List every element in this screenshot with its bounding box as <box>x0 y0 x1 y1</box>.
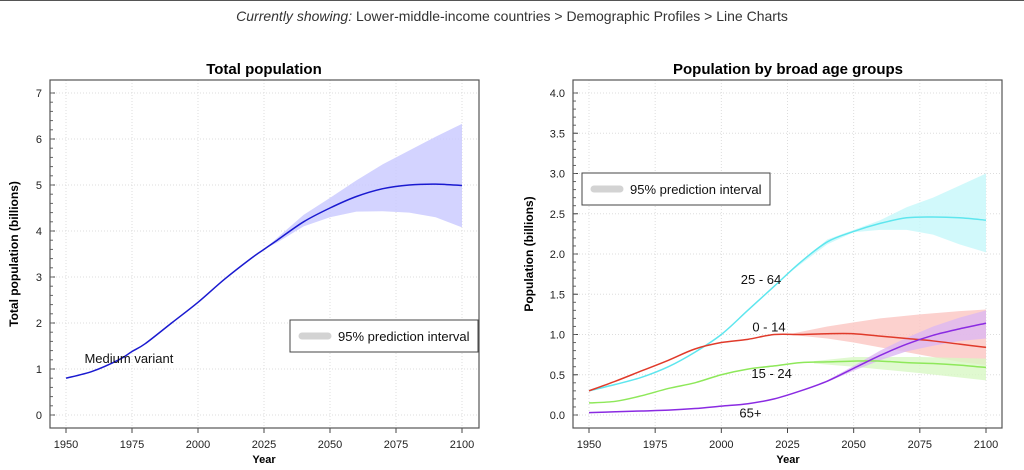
legend: 95% prediction interval <box>289 319 479 353</box>
x-tick-label: 2050 <box>841 439 865 451</box>
series-label: Medium variant <box>84 351 173 366</box>
series-label: 65+ <box>739 405 761 420</box>
x-tick-label: 2100 <box>450 439 474 451</box>
x-tick-label: 1950 <box>577 439 601 451</box>
x-tick-label: 1975 <box>643 439 667 451</box>
chart-2: Population by broad age groups 1950 1975 20… <box>522 61 1003 466</box>
x-tick-label: 2100 <box>974 439 998 451</box>
y-tick-label: 3.5 <box>550 128 565 140</box>
y-axis-label: Total population (billions) <box>7 181 21 327</box>
x-axis-label: Year <box>252 454 276 466</box>
series-line <box>65 183 463 379</box>
y-tick-label: 4 <box>36 226 42 238</box>
y-tick-label: 4.0 <box>550 88 565 100</box>
breadcrumb: Currently showing: Lower-middle-income c… <box>0 8 1024 24</box>
prediction-interval-band <box>827 310 986 382</box>
breadcrumb-path: Lower-middle-income countries > Demograp… <box>355 8 788 24</box>
y-tick-label: 6 <box>36 134 42 146</box>
y-tick-label: 1.5 <box>550 289 565 301</box>
x-axis-label: Year <box>776 454 800 466</box>
prediction-interval-band <box>264 123 462 250</box>
y-tick-label: 0.5 <box>550 370 565 382</box>
legend: 95% prediction interval <box>581 172 771 206</box>
x-tick-label: 1950 <box>54 439 78 451</box>
y-tick-label: 2.5 <box>550 209 565 221</box>
breadcrumb-prefix: Currently showing: <box>236 8 353 24</box>
x-tick-label: 2050 <box>318 439 342 451</box>
y-tick-label: 5 <box>36 180 42 192</box>
prediction-interval-band <box>813 357 986 381</box>
x-tick-label: 2025 <box>775 439 799 451</box>
legend-label: 95% prediction interval <box>338 329 470 344</box>
y-tick-label: 2 <box>36 318 42 330</box>
series-line <box>588 360 987 404</box>
plot-frame <box>49 79 480 429</box>
x-tick-label: 2000 <box>709 439 733 451</box>
y-tick-label: 3 <box>36 272 42 284</box>
x-tick-label: 2000 <box>186 439 210 451</box>
series-line <box>588 322 987 414</box>
chart-title: Total population <box>206 61 322 78</box>
x-tick-label: 2075 <box>384 439 408 451</box>
y-tick-label: 2.0 <box>550 249 565 261</box>
chart-title: Population by broad age groups <box>673 61 903 78</box>
prediction-interval-band <box>787 173 986 275</box>
series-line <box>588 216 987 392</box>
y-axis-label: Population (billions) <box>522 196 536 311</box>
x-tick-label: 1975 <box>120 439 144 451</box>
y-tick-label: 3.0 <box>550 169 565 181</box>
x-tick-label: 2075 <box>908 439 932 451</box>
y-tick-label: 1 <box>36 364 42 376</box>
series-label: 15 - 24 <box>751 366 791 381</box>
y-tick-label: 0.0 <box>550 410 565 422</box>
y-tick-label: 7 <box>36 88 42 100</box>
y-tick-label: 0 <box>36 410 42 422</box>
top-divider <box>0 0 1024 1</box>
series-label: 0 - 14 <box>752 319 785 334</box>
series-label: 25 - 64 <box>741 272 781 287</box>
y-tick-label: 1.0 <box>550 330 565 342</box>
legend-label: 95% prediction interval <box>630 182 762 197</box>
x-tick-label: 2025 <box>252 439 276 451</box>
plot-frame <box>572 79 1003 429</box>
